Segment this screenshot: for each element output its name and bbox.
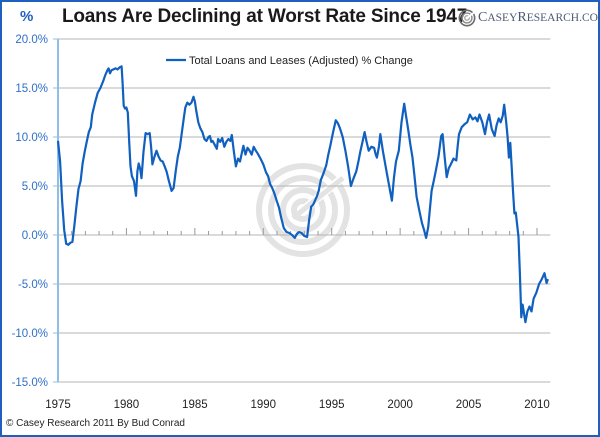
brand-text-esearch: ESEARCH.COM <box>526 12 600 24</box>
x-tick-label: 1975 <box>45 399 71 411</box>
watermark-ring <box>268 175 338 245</box>
casey-swirl-watermark <box>256 161 361 257</box>
casey-swirl-logo-icon <box>458 9 476 27</box>
copyright-footer: © Casey Research 2011 By Bud Conrad <box>6 418 185 429</box>
y-tick-label: 20.0% <box>15 34 48 46</box>
watermark-arrow <box>291 176 345 220</box>
gridlines <box>58 38 551 383</box>
chart-title: Loans Are Declining at Worst Rate Since … <box>62 6 468 27</box>
brand-letter-c: C <box>478 10 488 25</box>
brand-text-asey: ASEY <box>487 12 518 24</box>
y-tick-labels: 20.0% 15.0% 10.0% 5.0% 0.0% -5.0% -10.0% -15.0% <box>12 34 48 389</box>
legend: Total Loans and Leases (Adjusted) % Chan… <box>166 55 413 67</box>
y-tick-label: 10.0% <box>15 132 48 144</box>
x-tick-label: 2010 <box>524 399 550 411</box>
x-tick-label: 2005 <box>456 399 482 411</box>
y-tick-label: -15.0% <box>12 377 48 389</box>
x-tick-label: 1995 <box>319 399 345 411</box>
watermark-ring <box>256 163 350 257</box>
watermark-ring <box>280 187 326 233</box>
watermark-ring <box>291 198 315 222</box>
series-layer <box>56 65 549 324</box>
series-line <box>56 65 549 324</box>
y-axis-unit-label: % <box>20 8 34 25</box>
x-tick-label: 1990 <box>250 399 276 411</box>
y-tick-label: -10.0% <box>12 328 48 340</box>
y-tick-label: -5.0% <box>18 279 48 291</box>
x-tick-label: 1985 <box>182 399 208 411</box>
x-tick-label: 1980 <box>114 399 140 411</box>
y-tick-label: 5.0% <box>22 181 48 193</box>
x-tick-labels: 1975 1980 1985 1990 1995 2000 2005 2010 <box>45 399 550 411</box>
legend-label: Total Loans and Leases (Adjusted) % Chan… <box>189 55 413 67</box>
y-tick-label: 0.0% <box>22 230 48 242</box>
brand-letter-r: R <box>517 10 527 25</box>
x-tick-label: 2000 <box>387 399 413 411</box>
y-tick-label: 15.0% <box>15 83 48 95</box>
